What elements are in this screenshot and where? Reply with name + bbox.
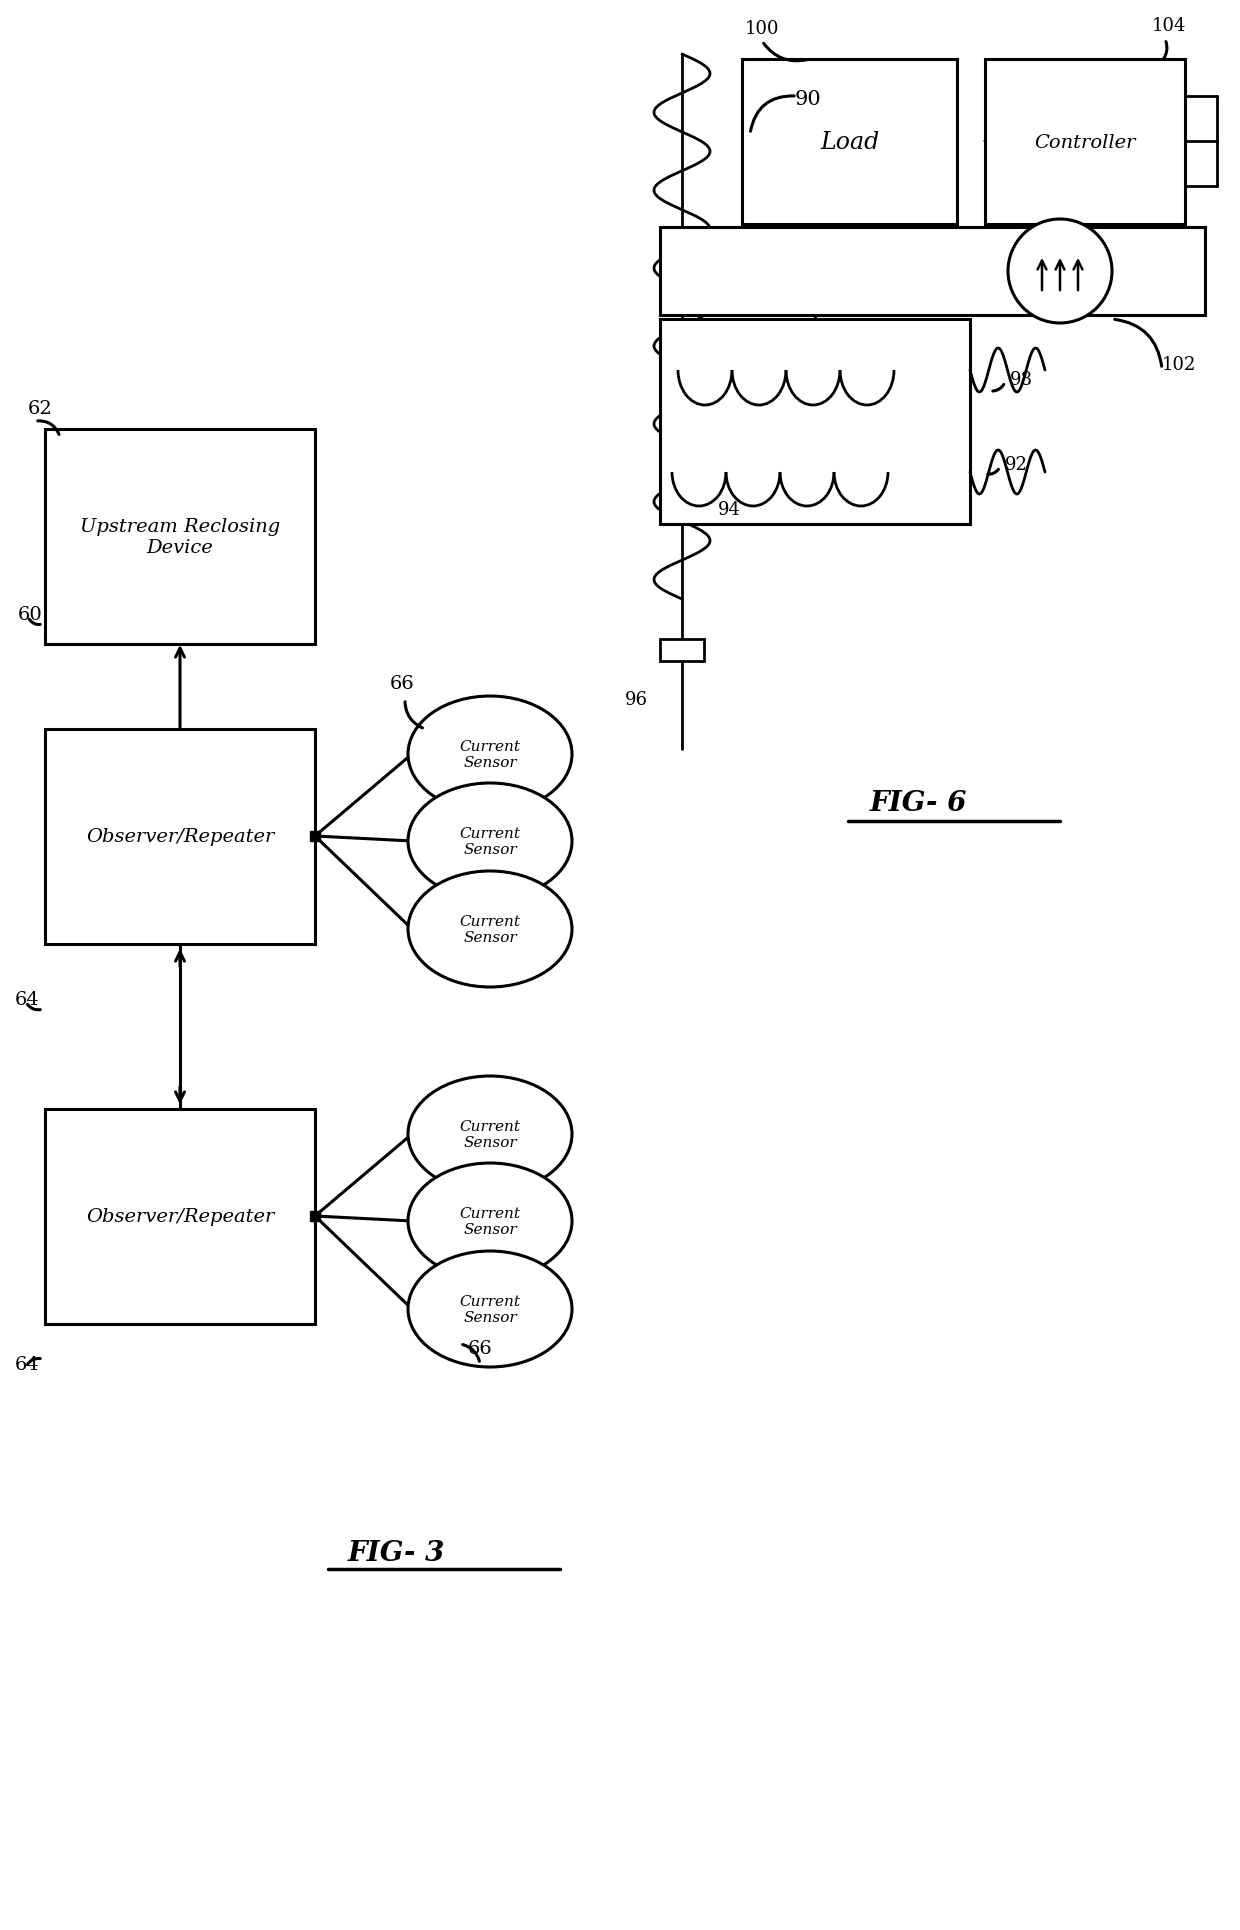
Text: 94: 94 <box>718 500 740 519</box>
Text: FIG- 6: FIG- 6 <box>870 789 967 816</box>
Bar <box>660 228 1205 317</box>
Bar <box>660 320 970 525</box>
Text: 60: 60 <box>19 606 42 623</box>
Bar <box>660 639 704 662</box>
Ellipse shape <box>1008 220 1112 324</box>
Text: 62: 62 <box>29 400 53 417</box>
Text: 64: 64 <box>15 990 40 1009</box>
Text: 100: 100 <box>745 19 780 39</box>
Text: 98: 98 <box>1011 371 1033 388</box>
Text: Current
Sensor: Current Sensor <box>460 915 521 944</box>
Ellipse shape <box>408 1077 572 1193</box>
Text: Current
Sensor: Current Sensor <box>460 1119 521 1150</box>
Bar <box>45 730 315 944</box>
Bar <box>45 430 315 645</box>
Ellipse shape <box>408 697 572 813</box>
Ellipse shape <box>408 1164 572 1280</box>
Text: Current
Sensor: Current Sensor <box>460 826 521 857</box>
Text: FIG- 3: FIG- 3 <box>348 1540 445 1565</box>
Text: 104: 104 <box>1152 17 1187 35</box>
Ellipse shape <box>408 1251 572 1366</box>
Ellipse shape <box>408 872 572 988</box>
Text: Observer/Repeater: Observer/Repeater <box>86 828 274 845</box>
Text: 102: 102 <box>1162 355 1197 374</box>
Bar <box>742 60 957 226</box>
Text: 66: 66 <box>467 1339 492 1357</box>
Ellipse shape <box>408 784 572 899</box>
Text: 66: 66 <box>391 676 414 693</box>
Text: 96: 96 <box>625 691 649 708</box>
Text: Upstream Reclosing
Device: Upstream Reclosing Device <box>79 517 280 556</box>
Text: Current
Sensor: Current Sensor <box>460 1206 521 1237</box>
Text: Observer/Repeater: Observer/Repeater <box>86 1208 274 1226</box>
Bar <box>45 1110 315 1324</box>
Bar <box>985 60 1185 226</box>
Text: Controller: Controller <box>1034 133 1136 151</box>
Text: Current
Sensor: Current Sensor <box>460 739 521 770</box>
Text: 64: 64 <box>15 1355 40 1374</box>
Text: 90: 90 <box>795 91 822 108</box>
Text: Current
Sensor: Current Sensor <box>460 1295 521 1324</box>
Text: 92: 92 <box>1004 455 1028 473</box>
Text: Load: Load <box>820 131 879 154</box>
